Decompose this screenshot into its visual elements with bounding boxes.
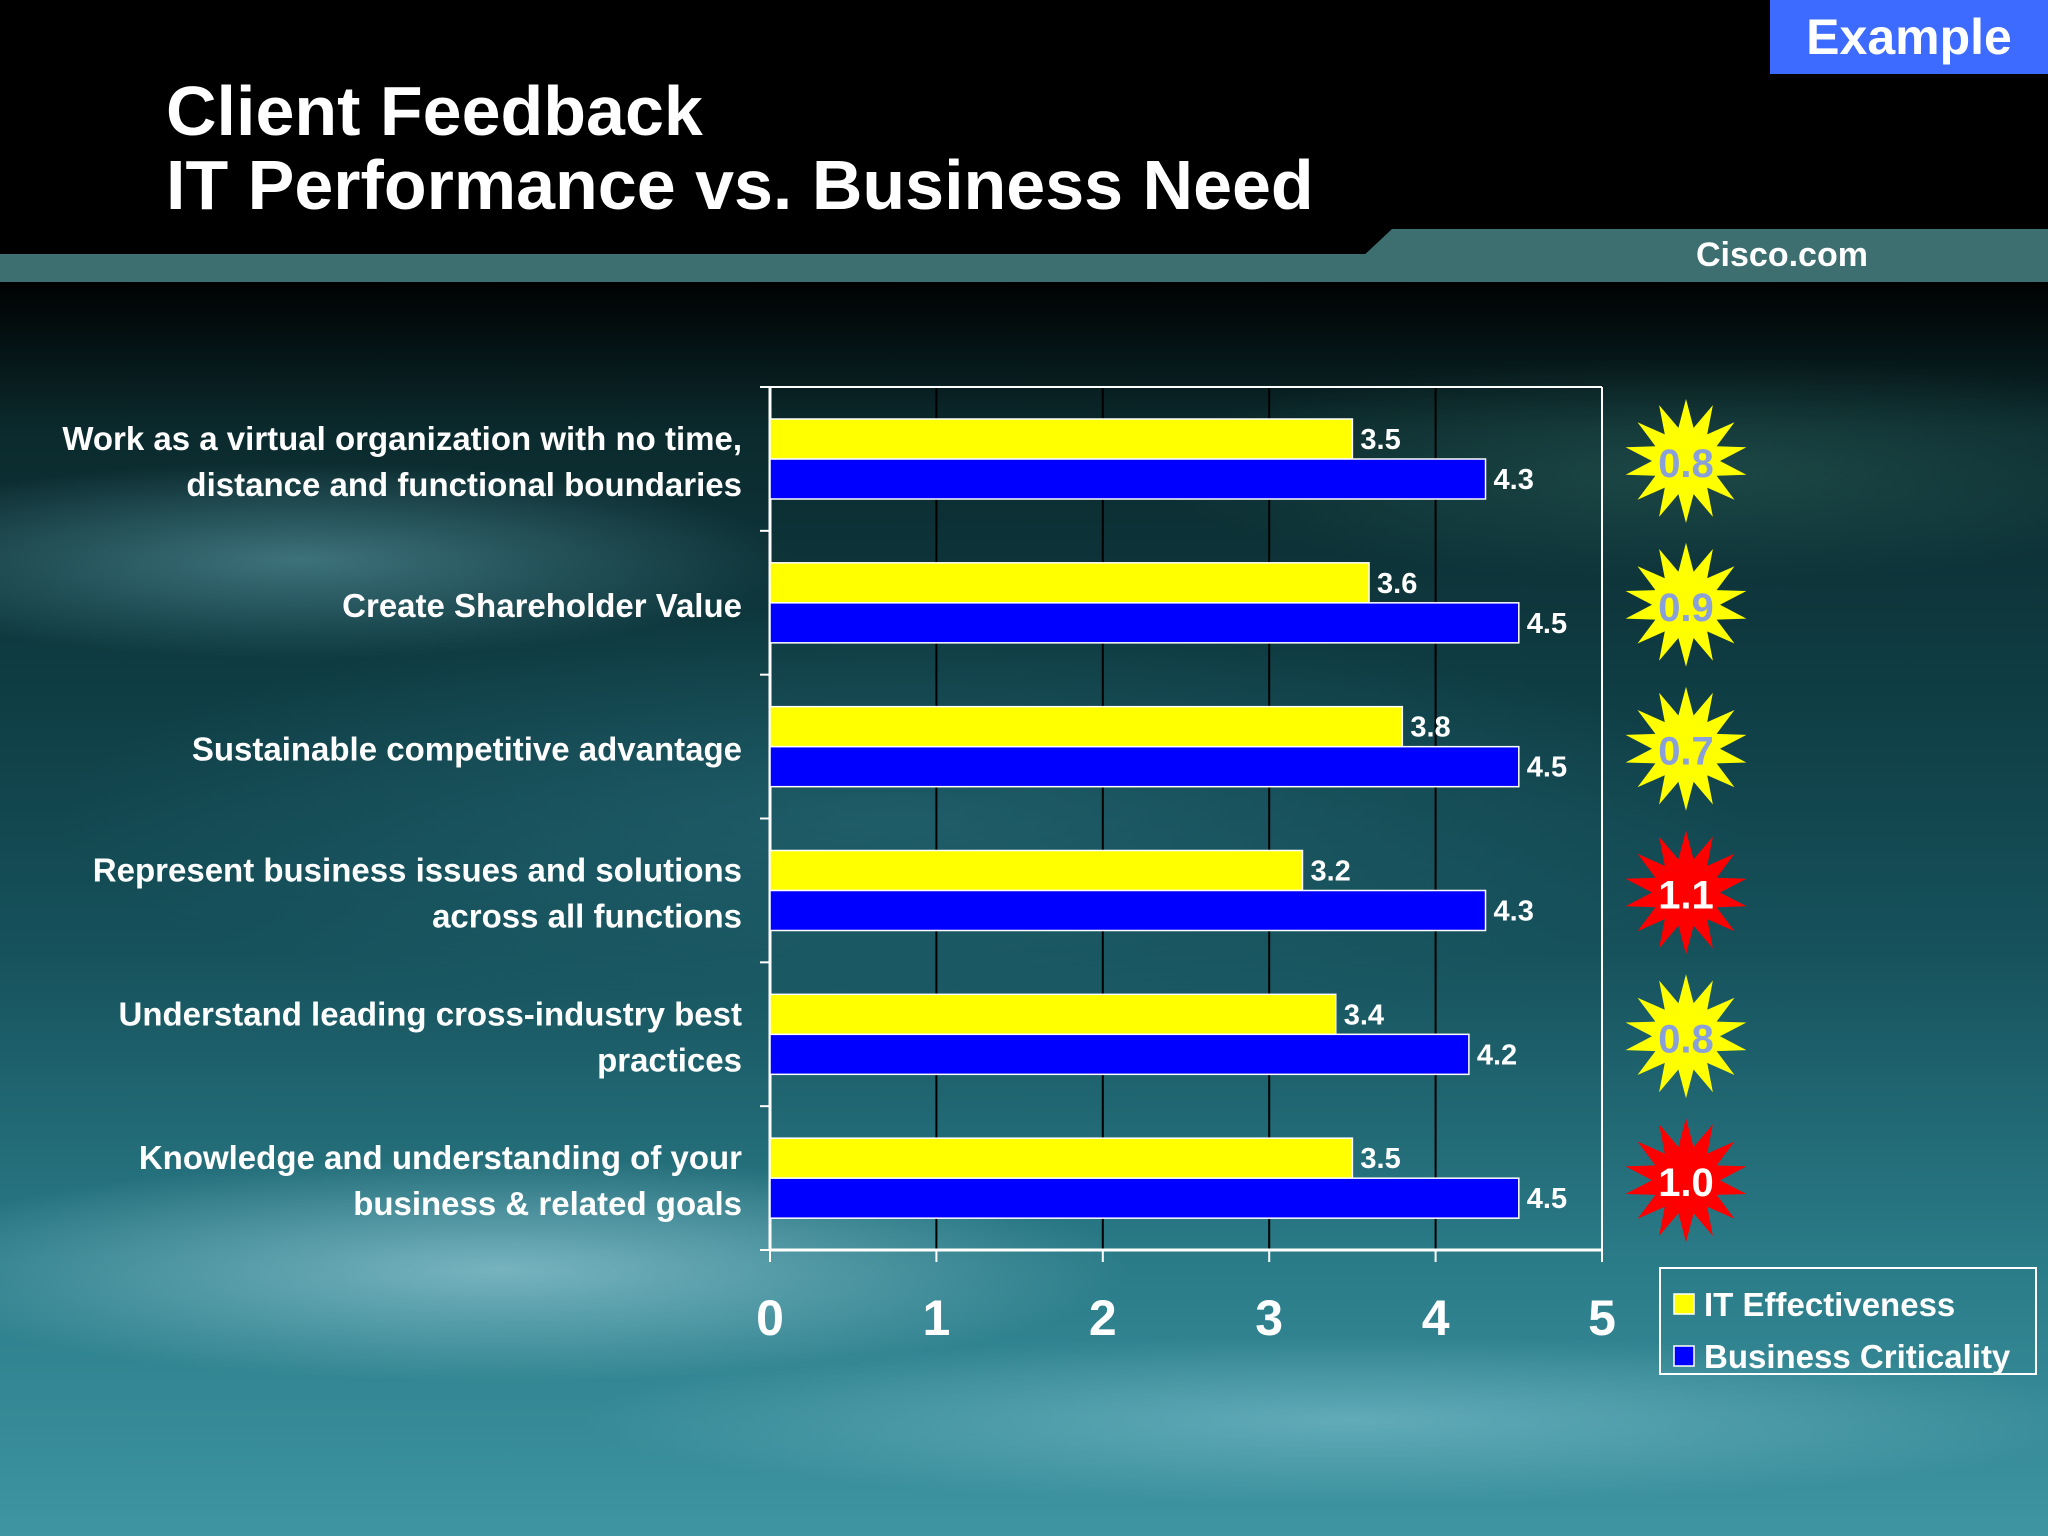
gap-starburst [1625,1118,1747,1243]
category-label: Create Shareholder Value [342,587,742,624]
gap-starburst [1625,830,1747,955]
data-label-business-criticality: 4.5 [1527,608,1567,640]
category-label: Work as a virtual organization with no t… [62,420,742,457]
x-tick-label: 0 [756,1290,784,1346]
title-line-1: Client Feedback [166,72,703,150]
category-label: Represent business issues and solutions [93,852,742,889]
category-label: business & related goals [353,1185,742,1222]
x-tick-label: 5 [1588,1290,1616,1346]
data-label-it-effectiveness: 3.5 [1360,424,1400,456]
gap-label: 0.9 [1658,586,1714,630]
example-badge: Example [1770,0,2048,74]
legend-label-business-criticality: Business Criticality [1704,1338,2011,1375]
bar-business-criticality [769,602,1520,644]
legend-swatch-business-criticality [1673,1345,1695,1367]
brand-label: Cisco.com [1696,236,1868,274]
category-label: distance and functional boundaries [186,466,742,503]
data-label-it-effectiveness: 3.8 [1410,712,1450,744]
data-label-business-criticality: 4.5 [1527,1183,1567,1215]
bar-it-effectiveness [769,849,1304,892]
data-label-business-criticality: 4.3 [1494,464,1534,496]
x-tick-label: 1 [922,1290,950,1346]
data-label-it-effectiveness: 3.4 [1344,999,1384,1031]
bar-it-effectiveness [769,562,1370,604]
bar-business-criticality [769,458,1487,500]
gap-starburst [1625,686,1747,811]
bar-it-effectiveness [769,993,1337,1036]
bar-business-criticality [769,1033,1470,1076]
header-band [0,0,2048,252]
title-line-2: IT Performance vs. Business Need [166,146,1314,224]
bar-business-criticality [769,745,1520,788]
slide-title: Client Feedback IT Performance vs. Busin… [166,74,1314,222]
gap-starburst [1625,974,1747,1099]
gap-label: 1.1 [1658,874,1714,918]
data-label-it-effectiveness: 3.2 [1310,856,1350,888]
category-label: Understand leading cross-industry best [119,995,742,1032]
category-label: Sustainable competitive advantage [192,731,742,768]
legend-swatch-it-effectiveness [1673,1293,1695,1315]
category-label: practices [597,1041,742,1078]
x-tick-label: 4 [1422,1290,1450,1346]
gap-starburst [1625,542,1747,667]
bar-business-criticality [769,1177,1520,1219]
legend-label-it-effectiveness: IT Effectiveness [1704,1286,1955,1323]
gap-label: 0.8 [1658,1017,1714,1061]
bar-it-effectiveness [769,418,1354,460]
data-label-it-effectiveness: 3.6 [1377,568,1417,600]
header-divider-strip [0,254,2048,282]
gap-label: 0.7 [1658,730,1714,774]
bar-business-criticality [769,889,1487,932]
category-label: across all functions [432,898,742,935]
gap-label: 1.0 [1658,1161,1714,1205]
bar-it-effectiveness [769,705,1404,748]
category-label: Knowledge and understanding of your [139,1139,742,1176]
x-tick-label: 3 [1255,1290,1283,1346]
legend-box [1659,1267,2037,1375]
gap-label: 0.8 [1658,442,1714,486]
data-label-it-effectiveness: 3.5 [1360,1143,1400,1175]
x-tick-label: 2 [1089,1290,1117,1346]
data-label-business-criticality: 4.2 [1477,1039,1517,1071]
data-label-business-criticality: 4.3 [1494,896,1534,928]
gap-starburst [1625,399,1747,523]
bar-it-effectiveness [769,1137,1354,1179]
data-label-business-criticality: 4.5 [1527,752,1567,784]
